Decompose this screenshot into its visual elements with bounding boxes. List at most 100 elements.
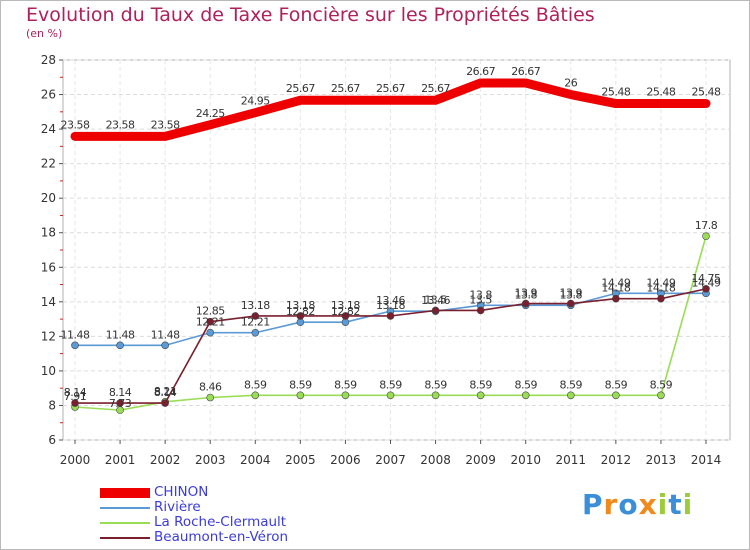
y-tick-label: 28 (41, 53, 56, 67)
logo-letter: t (668, 488, 683, 521)
y-tick-label: 14 (41, 295, 56, 309)
data-label: 12.82 (331, 305, 360, 318)
x-tick-label: 2009 (465, 453, 496, 467)
logo-letter: x (638, 488, 658, 521)
data-label: 8.59 (469, 378, 492, 391)
x-tick-label: 2011 (556, 453, 587, 467)
data-label: 14.18 (646, 282, 675, 295)
data-point (657, 294, 665, 303)
data-point (612, 391, 620, 400)
data-label: 11.48 (151, 328, 180, 341)
data-label: 14.49 (646, 276, 675, 289)
y-tick-label: 10 (41, 364, 56, 378)
data-point (612, 294, 620, 303)
data-label: 23.58 (106, 118, 135, 131)
data-label: 26.67 (511, 65, 540, 78)
data-point (521, 299, 530, 308)
data-point (251, 312, 260, 320)
x-tick-label: 2013 (646, 453, 677, 467)
chart-title: Evolution du Taux de Taxe Foncière sur l… (26, 4, 595, 26)
x-tick-label: 2000 (60, 453, 91, 467)
data-label: 11.48 (61, 328, 90, 341)
data-label: 13.8 (469, 288, 492, 301)
data-label: 26.67 (466, 65, 495, 78)
data-point (566, 299, 575, 308)
legend-swatch-chinon (100, 488, 150, 498)
data-label: 7.73 (109, 397, 132, 410)
data-label: 23.58 (151, 118, 180, 131)
data-point (476, 306, 485, 315)
y-tick-label: 20 (41, 191, 56, 205)
data-label: 8.59 (379, 378, 402, 391)
x-tick-label: 2003 (195, 453, 226, 467)
x-tick-label: 2010 (510, 453, 541, 467)
data-label: 12.82 (286, 305, 315, 318)
data-label: 23.58 (61, 118, 90, 131)
legend-item-chinon: CHINON (100, 484, 360, 500)
x-tick-label: 2005 (285, 453, 316, 467)
data-label: 14.75 (692, 272, 721, 285)
data-point (386, 391, 395, 400)
data-label: 25.48 (601, 86, 630, 99)
logo-letter: P (582, 488, 604, 521)
x-tick-label: 2014 (691, 453, 722, 467)
x-tick-label: 2002 (150, 453, 181, 467)
data-label: 13.18 (376, 299, 405, 312)
data-point (161, 341, 169, 350)
data-label: 12.85 (196, 305, 225, 318)
data-label: 17.8 (695, 219, 718, 232)
y-tick-label: 26 (41, 88, 56, 102)
legend-swatch-la-roche-clermault (100, 522, 150, 524)
data-label: 14.18 (601, 282, 630, 295)
x-tick-label: 2012 (601, 453, 632, 467)
legend-item-beaumont-en-veron: Beaumont-en-Véron (100, 529, 360, 545)
data-point (71, 399, 79, 407)
data-label: 25.67 (331, 82, 360, 95)
data-point (476, 391, 485, 400)
data-point (206, 328, 215, 337)
data-label: 8.59 (605, 378, 628, 391)
data-point (341, 391, 350, 400)
proxiti-logo: Proxiti (582, 488, 693, 521)
data-label: 8.14 (154, 386, 177, 399)
x-tick-label: 2004 (240, 453, 271, 467)
data-label: 25.67 (376, 82, 405, 95)
data-label: 8.59 (334, 378, 357, 391)
data-label: 8.59 (424, 378, 447, 391)
data-label: 13.5 (424, 293, 447, 306)
data-point (657, 391, 665, 400)
logo-letter: o (618, 488, 639, 521)
legend-item-la-roche-clermault: La Roche-Clermault (100, 514, 360, 530)
legend-label: CHINON (154, 484, 209, 500)
x-tick-label: 2008 (420, 453, 451, 467)
y-axis-unit: (en %) (26, 27, 63, 40)
data-label: 12.21 (196, 316, 225, 329)
data-label: 24.25 (196, 107, 225, 120)
y-tick-label: 6 (48, 433, 56, 447)
data-point (251, 328, 260, 337)
y-tick-label: 18 (41, 226, 56, 240)
x-tick-label: 2007 (375, 453, 406, 467)
legend-swatch-riviere (100, 507, 150, 509)
data-label: 8.14 (64, 386, 87, 399)
data-label: 8.46 (199, 381, 222, 394)
data-label: 12.21 (241, 316, 270, 329)
data-label: 13.18 (331, 299, 360, 312)
data-point (116, 341, 124, 350)
data-label: 25.67 (286, 82, 315, 95)
legend-item-riviere: Rivière (100, 499, 360, 515)
data-label: 26 (564, 77, 577, 90)
data-label: 11.48 (106, 328, 135, 341)
data-point (296, 312, 305, 320)
x-tick-label: 2001 (105, 453, 136, 467)
legend-label: Beaumont-en-Véron (154, 529, 289, 545)
data-label: 8.59 (514, 378, 537, 391)
legend-swatch-beaumont-en-veron (100, 537, 150, 539)
data-label: 8.14 (109, 386, 132, 399)
data-label: 25.48 (646, 86, 675, 99)
data-label: 24.95 (241, 95, 270, 108)
data-point (702, 285, 710, 293)
data-label: 8.59 (560, 378, 583, 391)
plot-area (62, 59, 731, 441)
